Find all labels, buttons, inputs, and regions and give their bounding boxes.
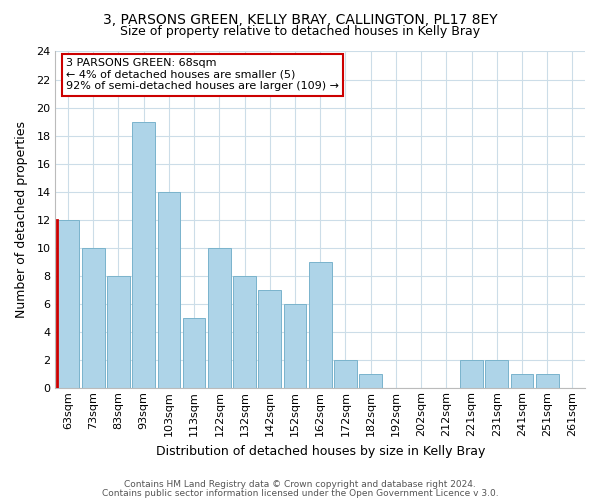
Bar	[183, 318, 205, 388]
Bar	[284, 304, 307, 388]
Text: Contains HM Land Registry data © Crown copyright and database right 2024.: Contains HM Land Registry data © Crown c…	[124, 480, 476, 489]
Text: 3 PARSONS GREEN: 68sqm
← 4% of detached houses are smaller (5)
92% of semi-detac: 3 PARSONS GREEN: 68sqm ← 4% of detached …	[66, 58, 339, 92]
Bar	[82, 248, 104, 388]
Y-axis label: Number of detached properties: Number of detached properties	[15, 122, 28, 318]
Bar	[233, 276, 256, 388]
Bar	[107, 276, 130, 388]
Bar	[57, 220, 79, 388]
Bar	[536, 374, 559, 388]
Bar	[485, 360, 508, 388]
Bar	[259, 290, 281, 388]
Bar	[158, 192, 180, 388]
Bar	[460, 360, 483, 388]
Bar	[334, 360, 357, 388]
Bar	[133, 122, 155, 388]
Bar	[359, 374, 382, 388]
Bar	[511, 374, 533, 388]
Bar	[208, 248, 231, 388]
X-axis label: Distribution of detached houses by size in Kelly Bray: Distribution of detached houses by size …	[155, 444, 485, 458]
Text: Size of property relative to detached houses in Kelly Bray: Size of property relative to detached ho…	[120, 25, 480, 38]
Text: Contains public sector information licensed under the Open Government Licence v : Contains public sector information licen…	[101, 488, 499, 498]
Text: 3, PARSONS GREEN, KELLY BRAY, CALLINGTON, PL17 8EY: 3, PARSONS GREEN, KELLY BRAY, CALLINGTON…	[103, 12, 497, 26]
Bar	[309, 262, 332, 388]
